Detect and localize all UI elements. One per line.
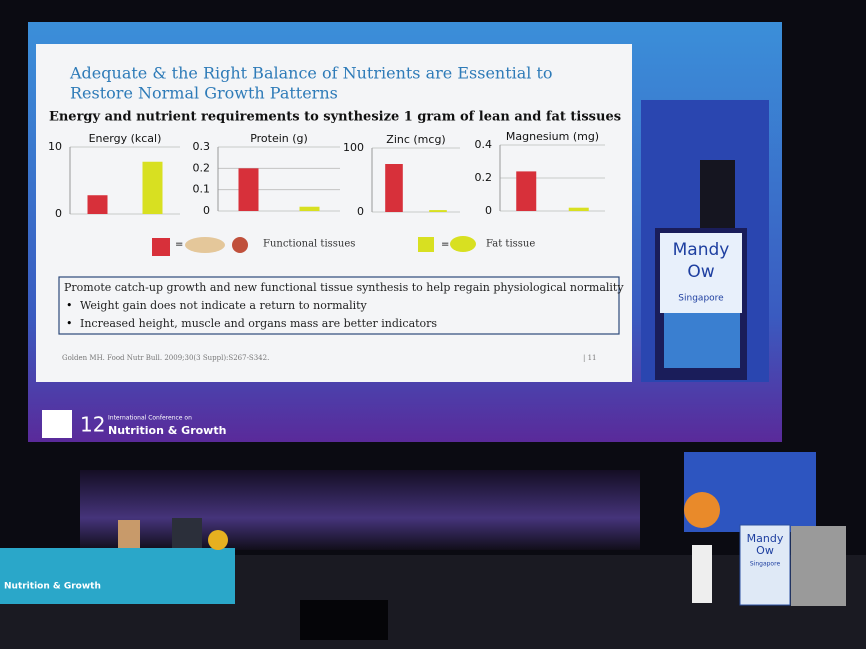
box-bullet: Weight gain does not indicate a return t…	[80, 299, 368, 312]
bar	[299, 206, 320, 211]
panelist	[172, 518, 202, 548]
legend-swatch	[418, 237, 434, 252]
bullet: •	[66, 299, 73, 312]
page-number: | 11	[583, 354, 597, 362]
table-banner	[0, 548, 235, 604]
slide-subtitle: Energy and nutrient requirements to synt…	[49, 110, 621, 125]
bar	[429, 210, 447, 212]
bar	[238, 168, 259, 211]
charts: Energy (kcal) 0 10 Protein (g) 0 0.1 0.2 0.3 Zin…	[48, 130, 605, 220]
tissue-icons	[232, 237, 248, 253]
y-tick-label: 0	[55, 207, 62, 220]
y-tick-label: 0	[357, 205, 364, 218]
legend-swatch	[152, 238, 170, 256]
video-name: Ow	[687, 262, 714, 282]
y-tick-label: 0.2	[193, 161, 211, 174]
legend-label: Fat tissue	[486, 239, 535, 250]
footer-conference: International Conference on	[108, 415, 192, 422]
bar	[568, 207, 589, 211]
legend-label: Functional tissues	[263, 239, 355, 250]
video-name: Mandy	[673, 240, 730, 260]
podium-name: Ow	[756, 544, 774, 557]
bar	[87, 195, 108, 214]
flowers	[208, 530, 228, 550]
box-heading: Promote catch-up growth and new function…	[64, 281, 624, 294]
slide-title: Adequate & the Right Balance of Nutrient…	[69, 64, 553, 83]
vase	[692, 545, 712, 603]
stage-lights	[80, 470, 640, 550]
podium-name: Mandy	[747, 532, 784, 545]
fat-icon	[450, 236, 476, 252]
chart-title: Zinc (mcg)	[386, 133, 445, 146]
citation: Golden MH. Food Nutr Bull. 2009;30(3 Sup…	[62, 354, 269, 362]
panelist	[118, 520, 140, 548]
bar	[385, 164, 403, 212]
bar	[516, 171, 537, 211]
y-tick-label: 0.2	[475, 171, 493, 184]
logo	[42, 410, 72, 438]
chart-title: Protein (g)	[250, 132, 308, 145]
video-podium-sign	[660, 233, 742, 313]
y-tick-label: 0	[485, 204, 492, 217]
video-country: Singapore	[678, 294, 724, 304]
box-bullet: Increased height, muscle and organs mass…	[80, 317, 437, 330]
message-box	[58, 276, 620, 335]
y-tick-label: 0.4	[475, 138, 493, 151]
chart-title: Magnesium (mg)	[506, 130, 599, 143]
y-tick-label: 100	[343, 141, 364, 154]
flowers	[684, 492, 720, 528]
podium	[739, 524, 791, 606]
chart-title: Energy (kcal)	[89, 132, 162, 145]
side-table	[791, 526, 846, 606]
footer-name: Nutrition & Growth	[108, 424, 226, 437]
speaker	[700, 160, 735, 230]
y-tick-label: 0.3	[193, 140, 211, 153]
video-podium-poster	[664, 313, 740, 368]
podium-country: Singapore	[750, 561, 781, 568]
y-tick-label: 0	[203, 204, 210, 217]
bullet: •	[66, 317, 73, 330]
y-tick-label: 0.1	[193, 183, 211, 196]
monitor	[300, 600, 388, 640]
slide	[36, 44, 632, 382]
legend-symbol: =	[441, 240, 449, 251]
y-tick-label: 10	[48, 140, 62, 153]
footer-number: 12	[80, 413, 105, 437]
legend-symbol: =	[175, 240, 183, 251]
banner-text: Nutrition & Growth	[4, 582, 101, 592]
tissue-icons	[185, 237, 225, 253]
slide-title: Restore Normal Growth Patterns	[70, 84, 338, 103]
bar	[142, 161, 163, 214]
